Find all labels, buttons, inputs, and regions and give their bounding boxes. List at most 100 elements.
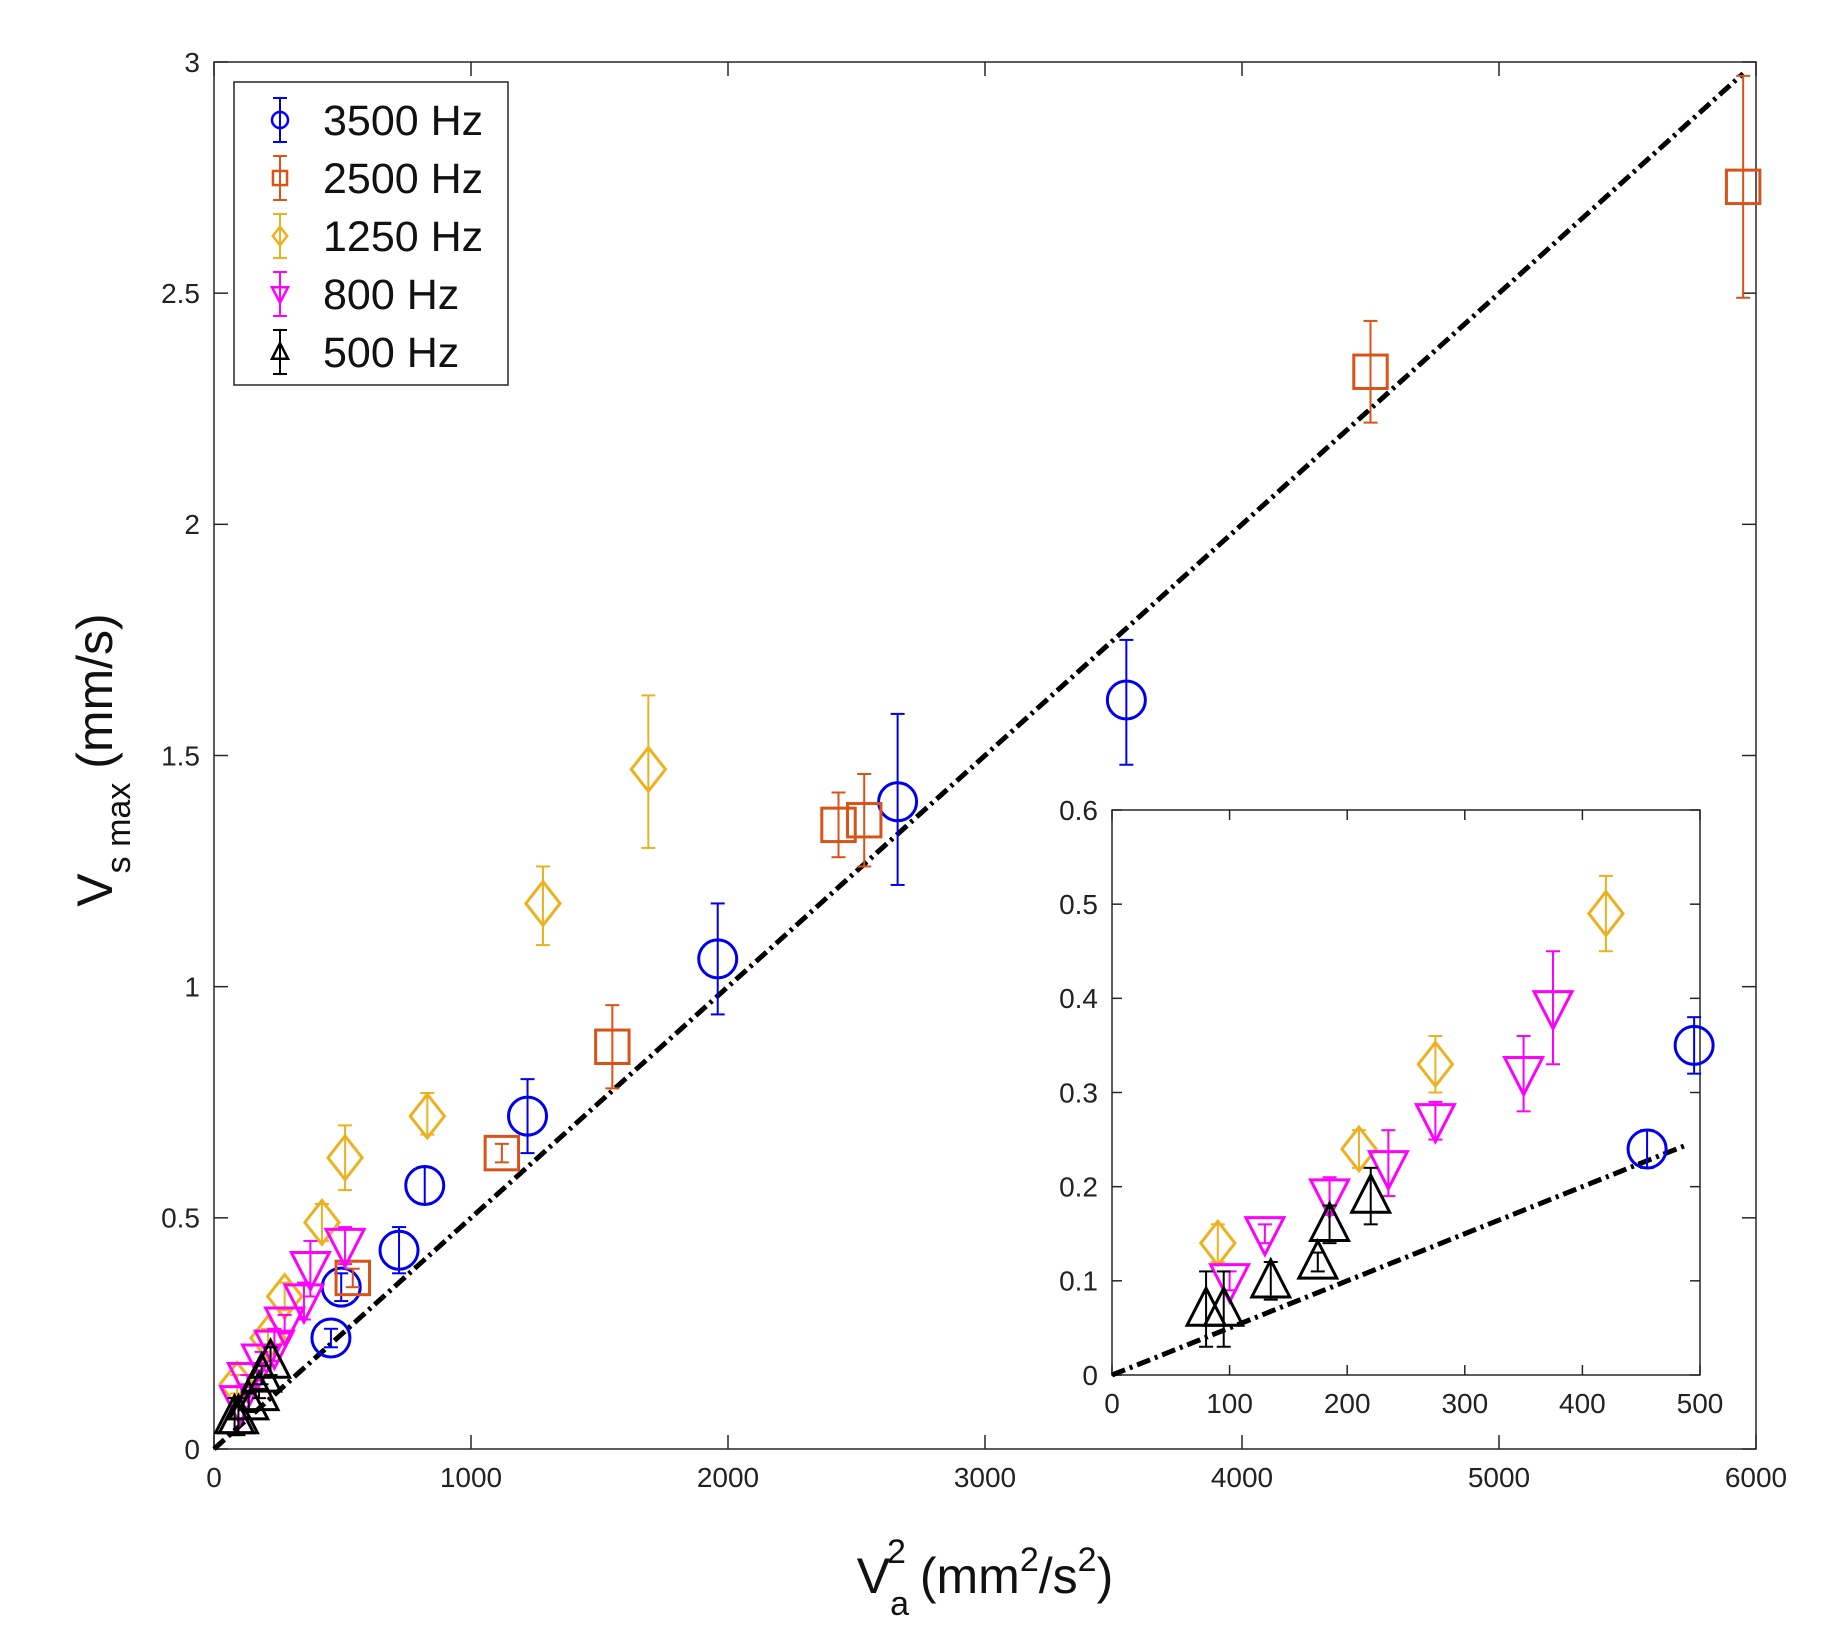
legend-label: 3500 Hz (323, 97, 483, 145)
main-y-tick-label: 2 (184, 509, 200, 540)
data-point (845, 802, 883, 839)
main-x-tick-label: 4000 (1211, 1462, 1273, 1493)
x-axis-label: Va2 (mm2/s2) (857, 1533, 1113, 1623)
data-point (1502, 1056, 1546, 1098)
data-point (1249, 1256, 1293, 1299)
legend-marker (271, 224, 289, 248)
x-axis-label-unit-sup1: 2 (1020, 1541, 1039, 1579)
x-axis-label-unit-mid: /s (1039, 1548, 1078, 1604)
legend-label: 2500 Hz (323, 155, 483, 203)
data-point (326, 1133, 365, 1183)
fit-line (1111, 1141, 1690, 1378)
inset-y-tick-label: 0.1 (1059, 1266, 1098, 1297)
data-point (1208, 1263, 1252, 1306)
inset-y-tick-label: 0.4 (1059, 983, 1098, 1014)
data-point (404, 1164, 446, 1206)
inset-x-tick-label: 300 (1441, 1388, 1488, 1419)
main-x-tick-label: 5000 (1468, 1462, 1530, 1493)
data-point (225, 1362, 269, 1404)
series-3500-hz (1626, 1016, 1715, 1170)
data-point (216, 1392, 260, 1435)
inset-x-tick-label: 400 (1559, 1388, 1606, 1419)
inset-y-tick-label: 0.6 (1059, 795, 1098, 826)
main-y-tick-label: 2.5 (161, 278, 200, 309)
legend-entry: 500 Hz (269, 329, 459, 377)
y-axis-label: Vs max (mm/s) (67, 613, 138, 906)
inset-x-tick-label: 100 (1206, 1388, 1253, 1419)
data-point (302, 1198, 341, 1247)
data-point (1413, 1103, 1457, 1145)
legend-label: 1250 Hz (323, 213, 483, 261)
legend: 3500 Hz 2500 Hz 1250 Hz 800 Hz 500 Hz (233, 81, 509, 386)
main-y-tick-label: 1 (184, 971, 200, 1002)
data-point (263, 1306, 307, 1349)
legend-entry: 800 Hz (269, 271, 459, 319)
data-point (1586, 889, 1625, 938)
data-point (820, 806, 857, 844)
main-y-tick-label: 3 (184, 47, 200, 78)
data-point (288, 1251, 332, 1293)
data-point (1366, 1150, 1410, 1193)
data-point (1339, 1124, 1378, 1174)
main-x-tick-label: 1000 (440, 1462, 502, 1493)
data-point (594, 1028, 631, 1065)
data-point (523, 879, 562, 928)
inset-fit-line (1111, 1141, 1690, 1378)
main-y-tick-label: 1.5 (161, 740, 200, 771)
inset-tick-labels: 0 100 200 300 400 500 0 0.1 0.2 0.3 0.4 0.5 0.6 (1059, 795, 1723, 1419)
data-point (1243, 1216, 1287, 1258)
main-y-tick-label: 0 (184, 1434, 200, 1465)
main-x-tick-label: 0 (206, 1462, 222, 1493)
fit-line (212, 71, 1745, 1451)
data-point (1724, 168, 1762, 206)
x-axis-label-sup: 2 (887, 1533, 906, 1571)
data-point (1296, 1237, 1340, 1280)
legend-marker (269, 340, 291, 361)
inset-y-tick-label: 0 (1082, 1360, 1098, 1391)
series-500-hz (1184, 1166, 1393, 1348)
data-point (483, 1134, 521, 1172)
data-point (408, 1091, 447, 1141)
series-2500-hz (334, 74, 1762, 1297)
x-axis-label-sub: a (890, 1585, 909, 1623)
legend-entry: 2500 Hz (271, 155, 483, 203)
data-point (1308, 1200, 1352, 1242)
main-x-tick-label: 6000 (1725, 1462, 1787, 1493)
data-point (227, 1378, 271, 1421)
data-point (1202, 1284, 1246, 1327)
data-point (1673, 1024, 1715, 1066)
series-500-hz (213, 1336, 292, 1437)
y-axis-label-sub: s max (100, 783, 138, 874)
x-axis-label-unit-pre: (mm (906, 1548, 1020, 1604)
series-800-hz (1208, 950, 1575, 1306)
data-point (697, 938, 739, 980)
legend-marker (269, 285, 291, 306)
inset-y-tick-label: 0.5 (1059, 889, 1098, 920)
legend-label: 800 Hz (323, 271, 459, 319)
data-point (507, 1095, 549, 1137)
main-ticks (213, 61, 1757, 1450)
data-point (1105, 679, 1147, 721)
data-point (1416, 1039, 1455, 1089)
data-point (1308, 1178, 1352, 1221)
data-point (1352, 353, 1389, 390)
data-point (334, 1259, 371, 1297)
inset-x-tick-label: 200 (1324, 1388, 1371, 1419)
inset-x-tick-label: 500 (1677, 1388, 1724, 1419)
inset-axes-box (1111, 809, 1701, 1376)
legend-entry: 3500 Hz (270, 97, 483, 145)
data-point (249, 1336, 292, 1379)
legend-entry: 1250 Hz (271, 213, 483, 261)
data-point (629, 745, 668, 794)
main-y-tick-label: 0.5 (161, 1203, 200, 1234)
inset-y-tick-label: 0.2 (1059, 1171, 1098, 1202)
inset-plot: 0 100 200 300 400 500 0 0.1 0.2 0.3 0.4 0.5 0.6 (1059, 795, 1723, 1419)
data-point (877, 781, 919, 823)
inset-x-tick-label: 0 (1104, 1388, 1120, 1419)
data-point (378, 1229, 420, 1271)
data-point (310, 1317, 352, 1359)
data-point (323, 1227, 367, 1270)
series-3500-hz (310, 638, 1147, 1359)
y-axis-label-unit: (mm/s) (67, 613, 123, 782)
